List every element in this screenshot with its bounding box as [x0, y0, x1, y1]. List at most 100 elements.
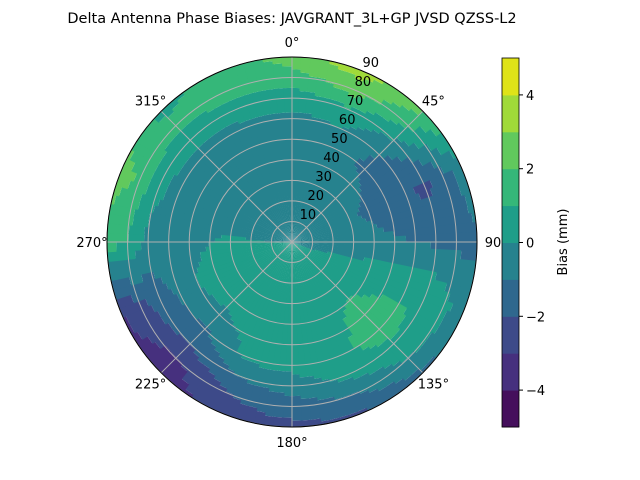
contour-cell: [153, 261, 200, 280]
contour-cell: [231, 242, 292, 328]
contour-cell: [225, 65, 245, 99]
contour-cell: [170, 173, 292, 242]
contour-cell: [169, 136, 194, 159]
polar-frame: [106, 56, 478, 428]
contour-cell: [292, 126, 365, 242]
contour-cell: [113, 194, 141, 210]
contour-cell: [110, 193, 117, 205]
contour-cell: [355, 154, 376, 175]
colorbar: −4 −2 0 2 4: [501, 57, 545, 428]
contour-cell: [292, 242, 365, 299]
contour-cell: [412, 180, 434, 195]
angular-tick-label: 0°: [285, 36, 300, 51]
contour-cell: [198, 242, 292, 289]
contour-cell: [426, 132, 448, 152]
contour-cell: [217, 242, 292, 307]
contour-cell: [160, 357, 184, 380]
contour-cell: [434, 272, 474, 291]
contour-cell: [455, 175, 469, 189]
contour-cell: [292, 242, 322, 380]
contour-cell: [348, 295, 396, 341]
contour-cell: [226, 242, 292, 311]
contour-cell: [119, 297, 149, 318]
contour-cell: [158, 115, 182, 138]
contour-cell: [373, 116, 390, 135]
contour-cell: [192, 114, 215, 140]
contour-cell: [214, 242, 292, 303]
contour-cell: [128, 224, 145, 235]
contour-cell: [292, 242, 368, 377]
contour-cell: [275, 88, 286, 114]
contour-cell: [374, 76, 386, 85]
contour-cell: [217, 329, 240, 360]
colorbar-tick-label: −4: [526, 384, 545, 399]
contour-cell: [128, 232, 145, 243]
contour-cell: [438, 318, 458, 336]
contour-cell: [150, 293, 180, 313]
contour-cell: [375, 366, 394, 388]
contour-cell: [180, 359, 204, 385]
contour-cell: [426, 355, 437, 367]
contour-cell: [225, 374, 241, 395]
contour-cell: [329, 417, 341, 424]
contour-cell: [203, 242, 292, 292]
contour-cell: [357, 165, 445, 213]
contour-cell: [314, 249, 451, 303]
contour-cell: [127, 179, 149, 195]
contour-cell: [292, 181, 362, 242]
contour-cell: [264, 114, 292, 242]
contour-cell: [358, 96, 375, 115]
colorbar-band: [502, 205, 519, 243]
radial-tick-label: 60: [339, 113, 356, 128]
contour-cell: [129, 310, 162, 334]
contour-cell: [365, 187, 462, 223]
contour-cell: [207, 312, 233, 341]
contour-cell: [342, 316, 369, 351]
radial-tick-label: 70: [347, 94, 364, 109]
contour-cell: [231, 120, 292, 242]
angular-gridline: [291, 241, 424, 374]
contour-cell: [188, 293, 215, 315]
contour-cell: [343, 94, 357, 110]
colorbar-band: [502, 94, 519, 133]
contour-cell: [182, 86, 207, 116]
contour-cell: [162, 192, 292, 242]
contour-cell: [164, 142, 190, 165]
contour-cell: [177, 94, 201, 121]
contour-cell: [291, 57, 303, 70]
contour-cell: [292, 242, 357, 298]
contour-cell: [219, 126, 292, 242]
contour-cell: [291, 395, 302, 421]
contour-cell: [231, 377, 248, 401]
contour-cell: [171, 102, 194, 126]
contour-cell: [144, 233, 216, 243]
contour-cell: [119, 186, 143, 202]
contour-cell: [109, 256, 202, 282]
contour-cell: [429, 169, 457, 189]
colorbar-tick-label: 0: [526, 237, 534, 252]
contour-cell: [357, 110, 375, 132]
contour-cell: [284, 112, 293, 242]
contour-cell: [198, 242, 292, 268]
contour-cell: [200, 242, 292, 262]
contour-cell: [176, 283, 202, 300]
contour-cell: [292, 242, 347, 313]
contour-cell: [390, 105, 411, 126]
contour-cell: [167, 110, 188, 132]
contour-cell: [292, 129, 380, 242]
contour-cell: [389, 334, 414, 358]
contour-cell: [190, 81, 216, 113]
contour-cell: [341, 394, 358, 416]
angular-tick-label: 45°: [422, 95, 445, 110]
contour-cell: [202, 348, 221, 369]
contour-cell: [213, 130, 292, 242]
contour-cell: [165, 273, 198, 290]
radial-tick-labels: 10 20 30 40 50 60 70 80 90: [300, 56, 379, 223]
contour-cell: [191, 297, 218, 320]
angular-tick-labels: 0° 45° 90 135° 180° 225° 270° 315°: [76, 36, 501, 451]
contour-cell: [292, 176, 361, 242]
contour-cell: [281, 57, 293, 67]
contour-cell: [239, 359, 254, 380]
contour-cell: [460, 250, 477, 262]
contour-cell: [206, 307, 231, 332]
